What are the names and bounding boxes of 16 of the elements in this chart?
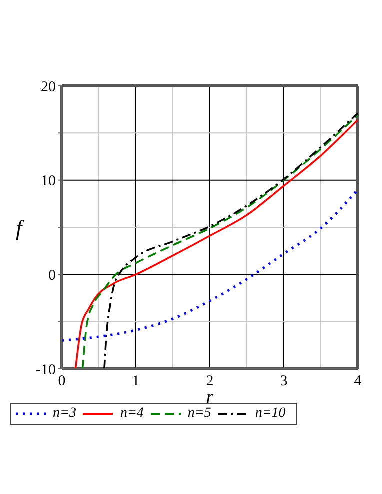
x-tick-label: 4 [354,374,362,390]
x-tick-label: 0 [58,374,66,390]
legend-label: n=5 [188,406,212,422]
line-series [62,188,358,342]
legend-label: n=3 [53,406,76,422]
legend-label: n=4 [120,406,144,422]
y-tick-label: 20 [41,79,56,96]
y-axis-title: f [16,215,25,240]
x-tick-label: 2 [206,374,214,390]
legend-label: n=10 [255,406,286,422]
y-tick-label: 10 [41,174,56,190]
x-axis-title: r [206,387,214,408]
x-tick-label: 3 [280,374,288,390]
y-tick-label: 0 [48,268,56,284]
y-tick-label: -10 [36,362,56,378]
x-tick-label: 1 [132,374,140,390]
